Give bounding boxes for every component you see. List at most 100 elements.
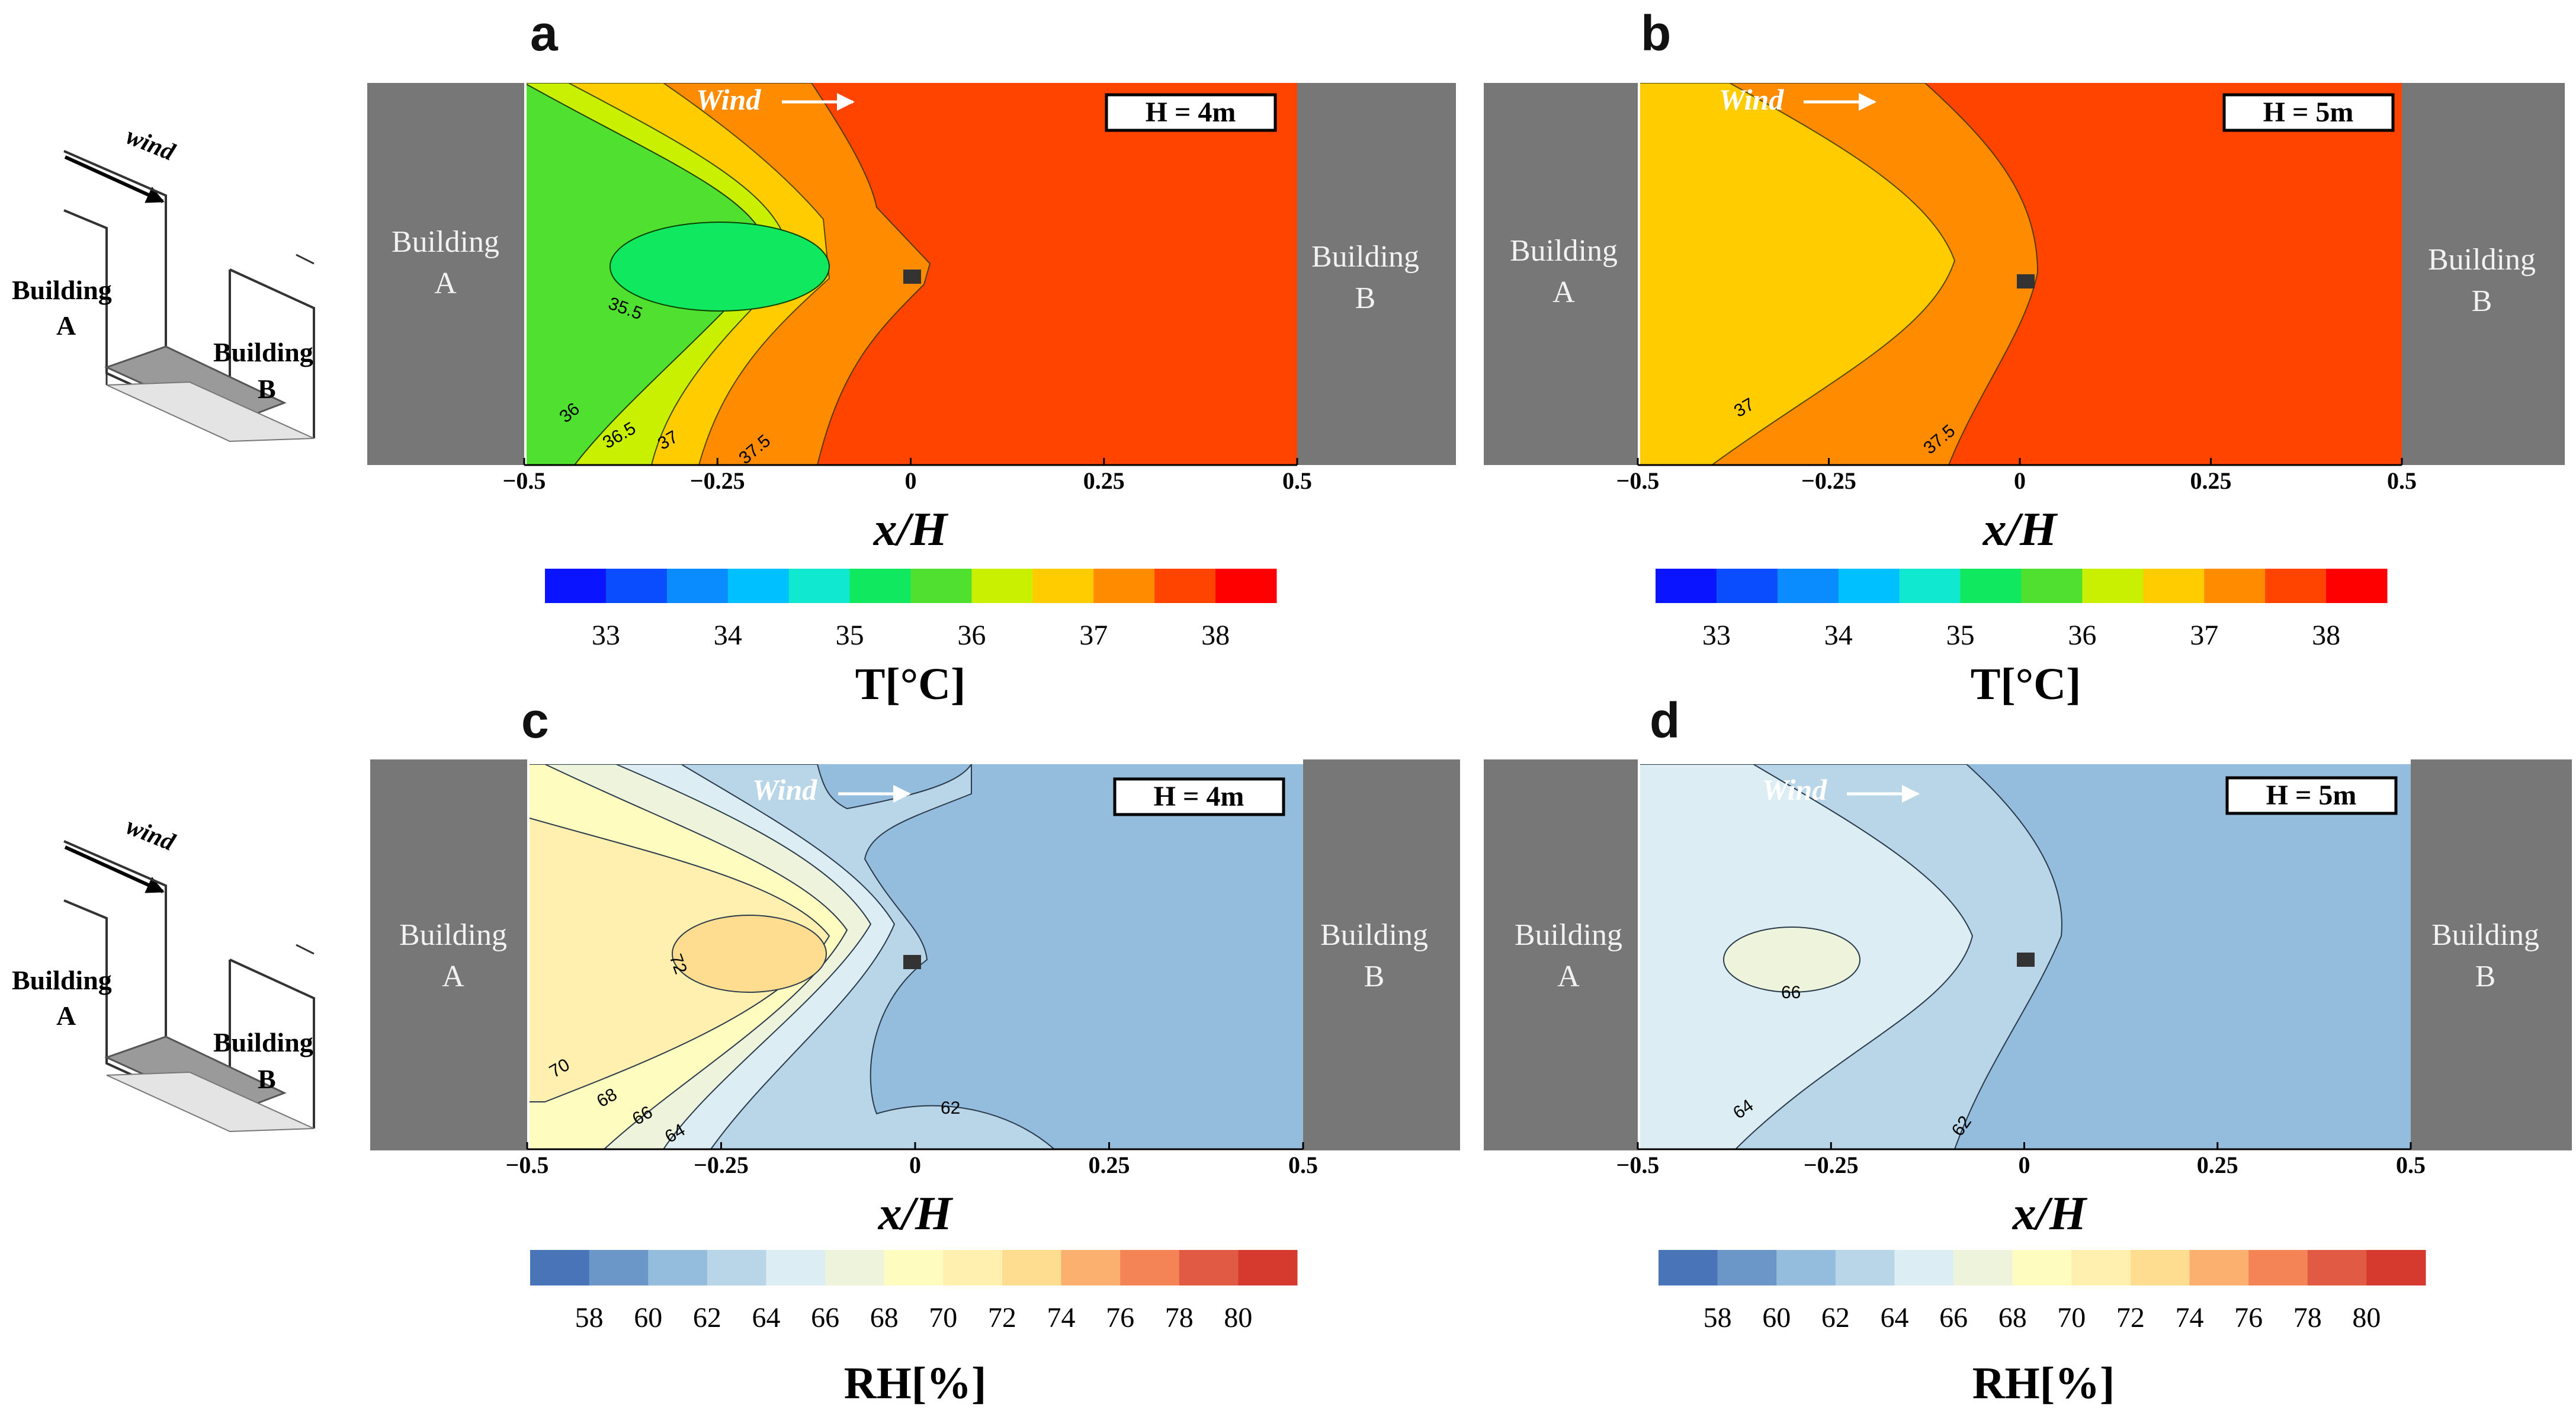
colorbar-tick-label: 34 <box>714 620 742 651</box>
x-axis-ticks: −0.5 −0.25 0 0.25 0.5 <box>506 1142 1318 1178</box>
colorbar-tick-label: 35 <box>1946 620 1975 651</box>
colorbar-segment <box>788 569 851 603</box>
x-tick-label: 0 <box>2019 1152 2030 1178</box>
colorbar-segment <box>2021 569 2083 603</box>
colorbar-segment <box>2130 1250 2190 1285</box>
domain-left-edge <box>1638 83 1640 465</box>
contour-label: 62 <box>941 1098 960 1118</box>
x-tick-label: 0 <box>2014 467 2026 494</box>
building-b-label-line1: Building <box>2428 243 2536 277</box>
colorbar-tick-label: 35 <box>836 620 864 651</box>
colorbar-segment <box>2012 1250 2072 1285</box>
building-b-label-line2: B <box>2475 960 2496 993</box>
building-b-label-line2: B <box>2472 284 2492 318</box>
colorbar-tick-label: 34 <box>1824 620 1853 651</box>
colorbar-segment <box>1835 1250 1895 1285</box>
wind-label: Wind <box>696 83 761 116</box>
x-tick-label: −0.5 <box>503 467 546 494</box>
colorbar-title: RH[%] <box>1972 1358 2115 1408</box>
colorbar-tick-label: 64 <box>1880 1302 1908 1333</box>
colorbar-tick-label: 70 <box>2057 1302 2086 1333</box>
colorbar-segment <box>530 1250 590 1285</box>
building-b-label-line1: Building <box>1320 918 1428 952</box>
colorbar-segment <box>605 569 668 603</box>
panel-a: a Building A Building B 35.5 36 36.5 37 … <box>367 5 1456 709</box>
colorbar-segment <box>2071 1250 2131 1285</box>
colorbar-segment <box>2082 569 2144 603</box>
colorbar-segment <box>2307 1250 2367 1285</box>
building-a-label-line2: A <box>1552 275 1575 309</box>
colorbar-tick-label: 64 <box>752 1302 780 1333</box>
colorbar-tick-label: 60 <box>1762 1302 1791 1333</box>
colorbar-segment <box>2204 569 2266 603</box>
building-b-label-line2: B <box>1364 960 1385 993</box>
x-tick-label: 0.25 <box>1089 1152 1130 1178</box>
sketch-building-b-line1: Building <box>213 1027 313 1057</box>
building-a-label-line1: Building <box>1515 918 1622 952</box>
colorbar-segment <box>1154 569 1216 603</box>
measurement-point <box>903 270 921 284</box>
colorbar-tick-label: 36 <box>957 620 986 651</box>
colorbar-segment <box>1238 1250 1298 1285</box>
colorbar-tick-label: 38 <box>1201 620 1230 651</box>
colorbar-title: T[°C] <box>855 659 966 709</box>
x-axis-ticks: −0.5 −0.25 0 0.25 0.5 <box>503 458 1312 494</box>
contour-band-74 <box>672 915 827 993</box>
colorbar-tick-label: 36 <box>2068 620 2096 651</box>
colorbar-segment <box>766 1250 826 1285</box>
building-a-label-line1: Building <box>392 225 499 259</box>
colorbar-tick-label: 74 <box>1047 1302 1076 1333</box>
building-a-block <box>1484 83 1638 465</box>
contour-field-b <box>1638 83 2402 465</box>
colorbar-humidity: 58 60 62 64 66 68 70 72 74 76 78 80 <box>1658 1250 2426 1333</box>
colorbar-tick-label: 66 <box>1939 1302 1968 1333</box>
colorbar-tick-label: 62 <box>693 1302 721 1333</box>
colorbar-tick-label: 74 <box>2176 1302 2204 1333</box>
colorbar-tick-label: 37 <box>2190 620 2218 651</box>
x-tick-label: 0 <box>905 467 917 494</box>
x-tick-label: 0.5 <box>2396 1152 2426 1178</box>
colorbar-tick-label: 66 <box>811 1302 839 1333</box>
colorbar-segment <box>2189 1250 2249 1285</box>
colorbar-tick-label: 33 <box>1702 620 1731 651</box>
x-tick-label: 0.5 <box>1288 1152 1318 1178</box>
x-tick-label: −0.25 <box>1801 467 1856 494</box>
colorbar-tick-label: 58 <box>575 1302 604 1333</box>
colorbar-segment <box>1061 1250 1121 1285</box>
colorbar-segment <box>1002 1250 1062 1285</box>
measurement-point <box>2017 953 2035 967</box>
colorbar-segment <box>545 569 607 603</box>
x-axis-label: x/H <box>878 1188 954 1240</box>
x-axis-label: x/H <box>1982 504 2058 556</box>
wind-label: Wind <box>1719 83 1784 116</box>
wind-label: Wind <box>1762 773 1827 806</box>
colorbar-segment <box>1093 569 1155 603</box>
sketch-building-b-line2: B <box>258 1064 276 1094</box>
colorbar-tick-label: 72 <box>2116 1302 2145 1333</box>
x-tick-label: −0.5 <box>506 1152 549 1178</box>
building-b-block <box>2411 759 2572 1150</box>
colorbar-tick-label: 58 <box>1704 1302 1732 1333</box>
colorbar-segment <box>2366 1250 2426 1285</box>
x-axis-ticks: −0.5 −0.25 0 0.25 0.5 <box>1616 1142 2426 1178</box>
colorbar-tick-label: 62 <box>1821 1302 1850 1333</box>
case-height-label: H = 5m <box>2266 780 2357 811</box>
colorbar-segment <box>707 1250 766 1285</box>
panel-letter-a: a <box>530 5 559 61</box>
colorbar-segment <box>2326 569 2388 603</box>
x-tick-label: −0.5 <box>1616 467 1660 494</box>
colorbar-segment <box>589 1250 649 1285</box>
colorbar-segment <box>1215 569 1277 603</box>
colorbar-segment <box>1899 569 1961 603</box>
colorbar-segment <box>2248 1250 2308 1285</box>
building-b-block <box>1297 83 1456 465</box>
street-canyon-sketch-top: wind Building A Building B <box>12 123 315 443</box>
colorbar-segment <box>1894 1250 1954 1285</box>
building-a-block <box>370 759 527 1150</box>
colorbar-segment <box>666 569 729 603</box>
colorbar-segment <box>1032 569 1094 603</box>
sketch-building-a-line1: Building <box>12 275 112 305</box>
contour-label: 66 <box>1781 983 1801 1002</box>
x-tick-label: 0.25 <box>2197 1152 2238 1178</box>
x-tick-label: −0.25 <box>690 467 745 494</box>
